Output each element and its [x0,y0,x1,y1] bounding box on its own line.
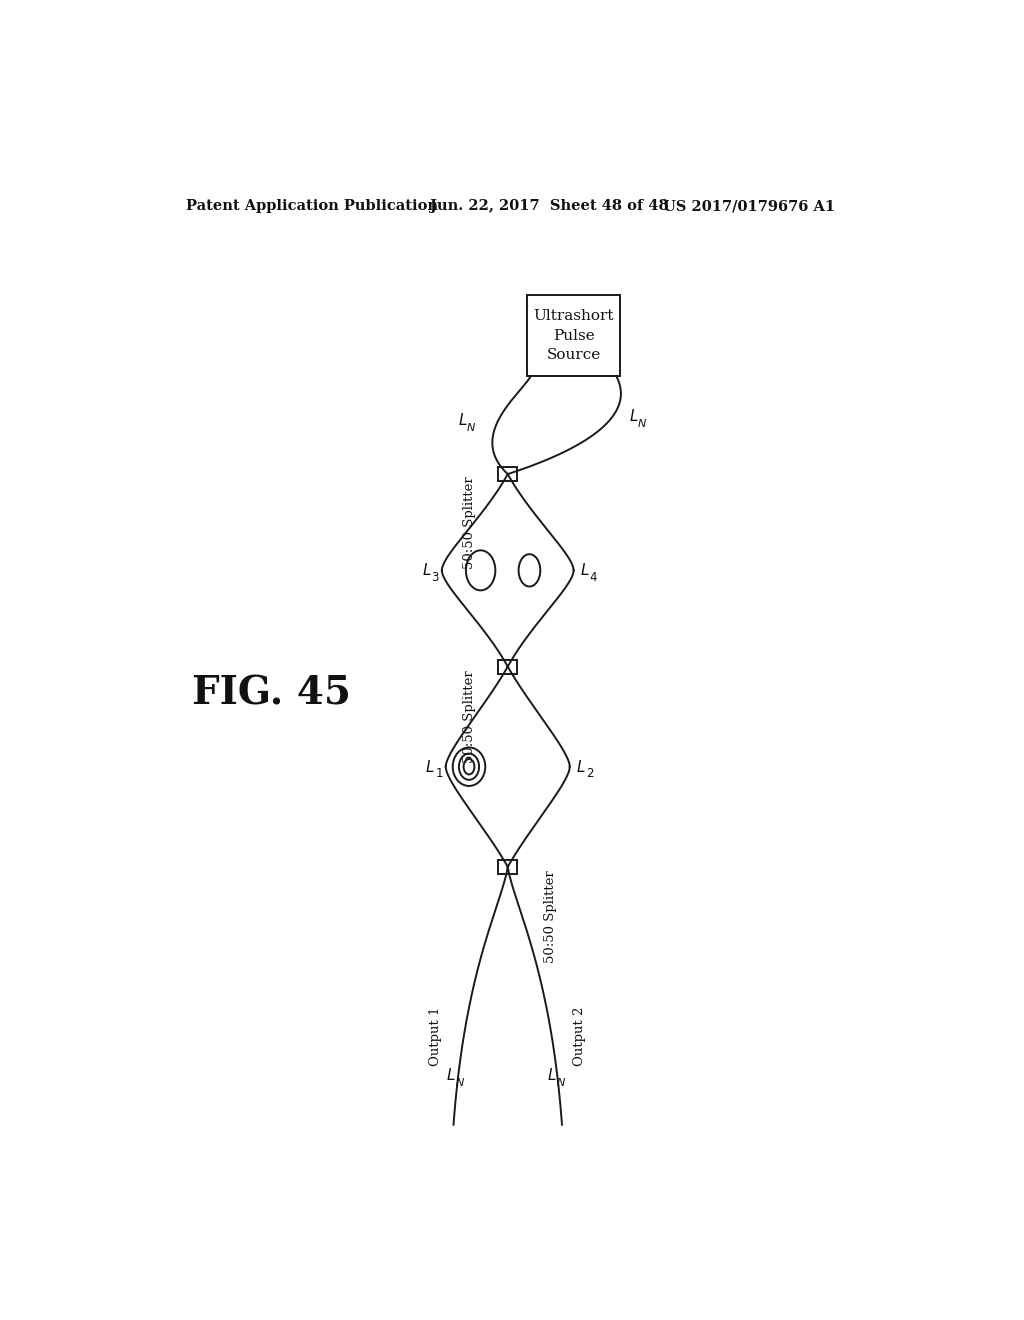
Text: $L$: $L$ [458,412,468,428]
Text: $L$: $L$ [547,1067,557,1082]
Ellipse shape [453,747,485,785]
Text: $1$: $1$ [435,767,443,780]
Text: $N$: $N$ [637,417,647,429]
Text: $3$: $3$ [431,570,440,583]
Text: 50:50 Splitter: 50:50 Splitter [544,870,557,964]
Bar [499,859,517,874]
Text: 50:50 Splitter: 50:50 Splitter [463,671,475,763]
Text: 50:50 Splitter: 50:50 Splitter [463,475,475,569]
Text: $N$: $N$ [556,1076,566,1088]
Bar [499,660,517,673]
Bar [527,296,621,376]
Text: $L$: $L$ [575,759,586,775]
Text: FIG. 45: FIG. 45 [191,675,351,713]
Text: Output 1: Output 1 [429,1007,442,1065]
Text: $L$: $L$ [425,759,435,775]
Text: Patent Application Publication: Patent Application Publication [186,199,438,213]
Bar [499,467,517,480]
Ellipse shape [464,759,474,775]
Text: US 2017/0179676 A1: US 2017/0179676 A1 [663,199,835,213]
Text: $N$: $N$ [456,1076,466,1088]
Text: $N$: $N$ [466,421,475,433]
Ellipse shape [518,554,541,586]
Text: $L$: $L$ [630,408,639,424]
Text: $4$: $4$ [590,570,598,583]
Text: Output 2: Output 2 [573,1007,587,1065]
Text: $2$: $2$ [586,767,594,780]
Text: Jun. 22, 2017  Sheet 48 of 48: Jun. 22, 2017 Sheet 48 of 48 [430,199,669,213]
Text: $L$: $L$ [446,1067,456,1082]
Ellipse shape [459,754,479,780]
Ellipse shape [466,550,496,590]
Text: $L$: $L$ [422,562,431,578]
Text: $L$: $L$ [580,562,589,578]
Text: Ultrashort
Pulse
Source: Ultrashort Pulse Source [534,309,613,362]
